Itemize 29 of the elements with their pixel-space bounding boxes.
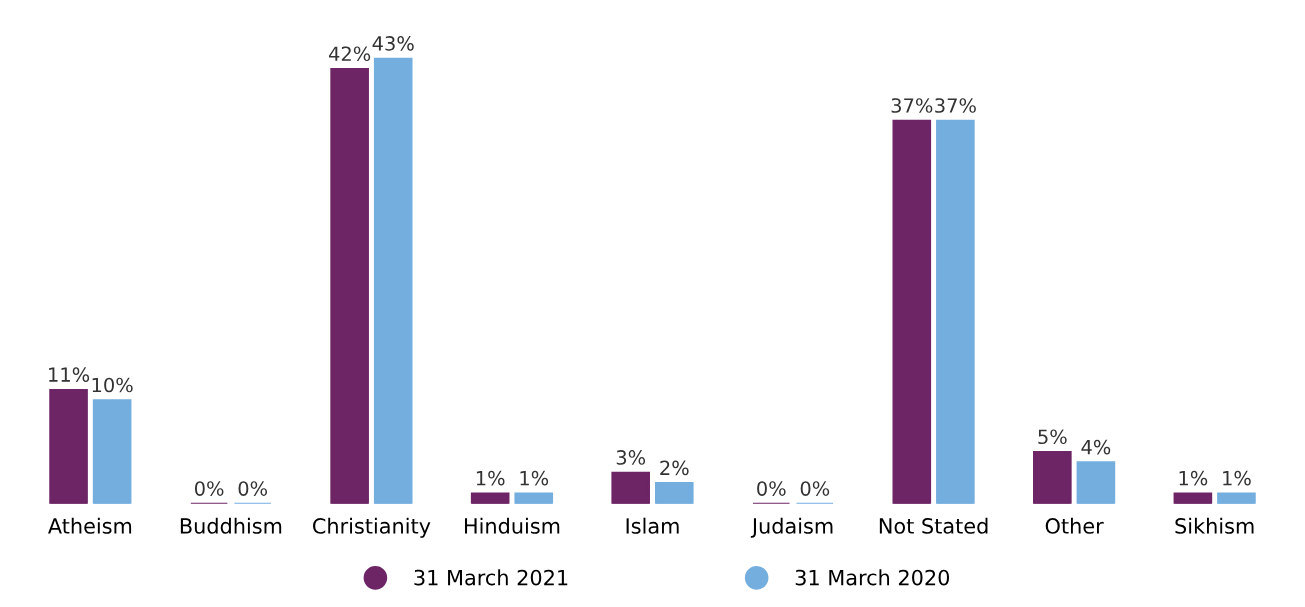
data-label: 3% [616,450,646,465]
x-tick-label: Islam [626,517,679,534]
data-label: 0% [194,481,224,496]
x-tick-label: Sikhism [1175,517,1254,534]
data-label: 5% [1038,429,1067,445]
x-tick-label: Other [1045,517,1104,534]
data-label: 10% [92,377,133,393]
data-label: 1% [476,470,505,486]
data-label: 0% [238,481,268,496]
data-label: 11% [49,367,90,382]
data-label: 1% [520,470,549,486]
x-tick-label: Not Stated [879,517,988,534]
x-tick-label: Atheism [48,517,132,534]
x-tick-label: Christianity [313,517,431,538]
data-label: 1% [1223,470,1251,486]
data-label: 4% [1081,439,1111,455]
legend-label: 31 March 2020 [795,569,950,586]
data-label: 1% [1179,470,1208,486]
x-tick-label: Judaism [750,517,833,538]
data-label: 37% [935,98,976,113]
x-tick-label: Buddhism [180,517,282,534]
data-label: 2% [660,460,689,476]
x-tick-label: Hinduism [465,517,560,534]
data-label: 0% [757,481,786,496]
data-label: 37% [891,98,933,113]
data-label: 43% [372,36,414,51]
legend-label: 31 March 2021 [414,569,568,586]
data-label: 42% [328,46,371,62]
data-label: 0% [800,481,830,496]
